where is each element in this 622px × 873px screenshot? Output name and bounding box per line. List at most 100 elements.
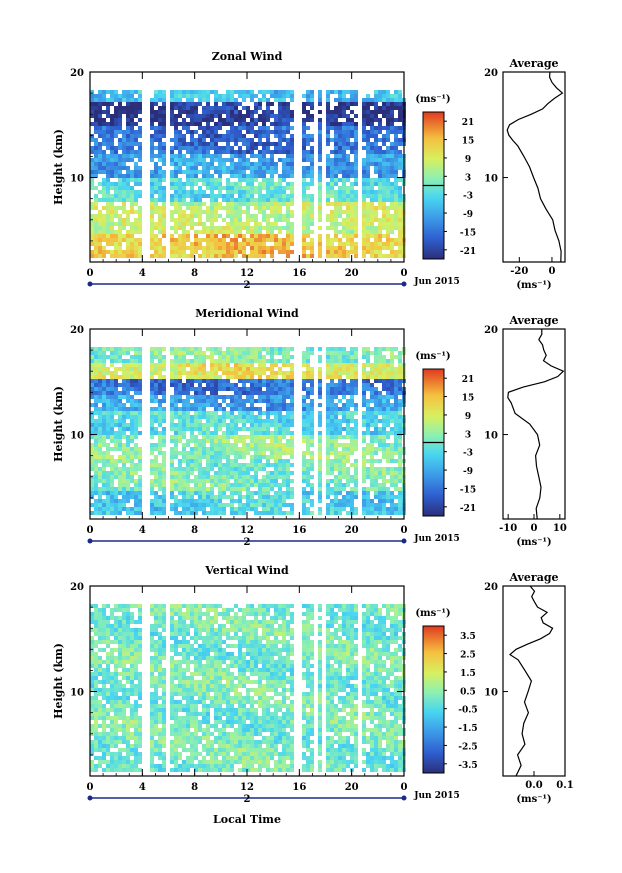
heatmap-cell	[190, 110, 194, 114]
heatmap-cell	[182, 218, 186, 222]
heatmap-cell	[394, 451, 398, 455]
heatmap-cell	[378, 170, 382, 174]
heatmap-cell	[242, 387, 246, 391]
heatmap-cell	[342, 371, 346, 375]
heatmap-cell	[370, 234, 374, 238]
heatmap-cell	[278, 186, 282, 190]
heatmap-cell	[262, 90, 266, 94]
heatmap-cell	[174, 367, 178, 371]
heatmap-cell	[178, 170, 182, 174]
heatmap-cell	[234, 391, 238, 395]
heatmap-cell	[90, 391, 94, 395]
heatmap-cell	[362, 475, 366, 479]
heatmap-cell	[178, 479, 182, 483]
heatmap-cell	[350, 134, 354, 138]
heatmap-cell	[254, 387, 258, 391]
heatmap-cell	[226, 415, 230, 419]
heatmap-cell	[186, 238, 190, 242]
heatmap-cell	[250, 230, 254, 234]
heatmap-cell	[126, 122, 130, 126]
heatmap-cell	[318, 395, 322, 399]
heatmap-cell	[346, 234, 350, 238]
heatmap-cell	[386, 222, 390, 226]
heatmap-cell	[390, 118, 394, 122]
heatmap-cell	[350, 170, 354, 174]
heatmap-cell	[238, 487, 242, 491]
heatmap-cell	[214, 451, 218, 455]
heatmap-cell	[94, 367, 98, 371]
heatmap-cell	[222, 471, 226, 475]
heatmap-cell	[174, 399, 178, 403]
heatmap-cell	[110, 427, 114, 431]
heatmap-cell	[230, 471, 234, 475]
heatmap-cell	[302, 407, 306, 411]
heatmap-cell	[274, 447, 278, 451]
heatmap-cell	[310, 487, 314, 491]
heatmap-cell	[114, 399, 118, 403]
heatmap-cell	[354, 150, 358, 154]
heatmap-cell	[190, 471, 194, 475]
heatmap-cell	[370, 371, 374, 375]
heatmap-cell	[246, 138, 250, 142]
heatmap-cell	[154, 94, 158, 98]
heatmap-cell	[366, 218, 370, 222]
heatmap-cell	[226, 383, 230, 387]
heatmap-cell	[174, 130, 178, 134]
heatmap-cell	[206, 182, 210, 186]
heatmap-cell	[178, 158, 182, 162]
heatmap-cell	[334, 194, 338, 198]
heatmap-cell	[274, 467, 278, 471]
heatmap-cell	[246, 367, 250, 371]
heatmap-cell	[98, 126, 102, 130]
heatmap-cell	[250, 122, 254, 126]
heatmap-cell	[238, 94, 242, 98]
heatmap-cell	[250, 355, 254, 359]
heatmap-cell	[338, 198, 342, 202]
heatmap-cell	[178, 146, 182, 150]
heatmap-cell	[90, 395, 94, 399]
heatmap-cell	[170, 435, 174, 439]
heatmap-cell	[214, 166, 218, 170]
heatmap-cell	[362, 395, 366, 399]
heatmap-cell	[386, 379, 390, 383]
heatmap-cell	[374, 118, 378, 122]
heatmap-cell	[106, 230, 110, 234]
heatmap-cell	[306, 443, 310, 447]
heatmap-cell	[342, 186, 346, 190]
heatmap-cell	[174, 423, 178, 427]
heatmap-cell	[90, 487, 94, 491]
heatmap-cell	[290, 150, 294, 154]
heatmap-cell	[234, 214, 238, 218]
heatmap-cell	[394, 222, 398, 226]
heatmap-cell	[254, 439, 258, 443]
heatmap-cell	[394, 459, 398, 463]
heatmap-cell	[290, 487, 294, 491]
heatmap-cell	[130, 387, 134, 391]
heatmap-cell	[278, 371, 282, 375]
heatmap-cell	[362, 415, 366, 419]
heatmap-cell	[102, 487, 106, 491]
heatmap-cell	[302, 154, 306, 158]
heatmap-cell	[234, 246, 238, 250]
heatmap-cell	[382, 431, 386, 435]
heatmap-cell	[118, 491, 122, 495]
heatmap-cell	[218, 94, 222, 98]
heatmap-cell	[126, 166, 130, 170]
heatmap-cell	[394, 415, 398, 419]
heatmap-cell	[218, 226, 222, 230]
heatmap-cell	[354, 419, 358, 423]
heatmap-cell	[238, 391, 242, 395]
heatmap-cell	[398, 443, 402, 447]
heatmap-cell	[114, 431, 118, 435]
heatmap-cell	[398, 218, 402, 222]
heatmap-cell	[238, 138, 242, 142]
heatmap-cell	[306, 387, 310, 391]
heatmap-cell	[126, 443, 130, 447]
heatmap-cell	[306, 114, 310, 118]
heatmap-cell	[122, 463, 126, 467]
heatmap-cell	[162, 94, 166, 98]
heatmap-cell	[182, 230, 186, 234]
heatmap-cell	[118, 162, 122, 166]
heatmap-cell	[234, 415, 238, 419]
heatmap-cell	[390, 250, 394, 254]
